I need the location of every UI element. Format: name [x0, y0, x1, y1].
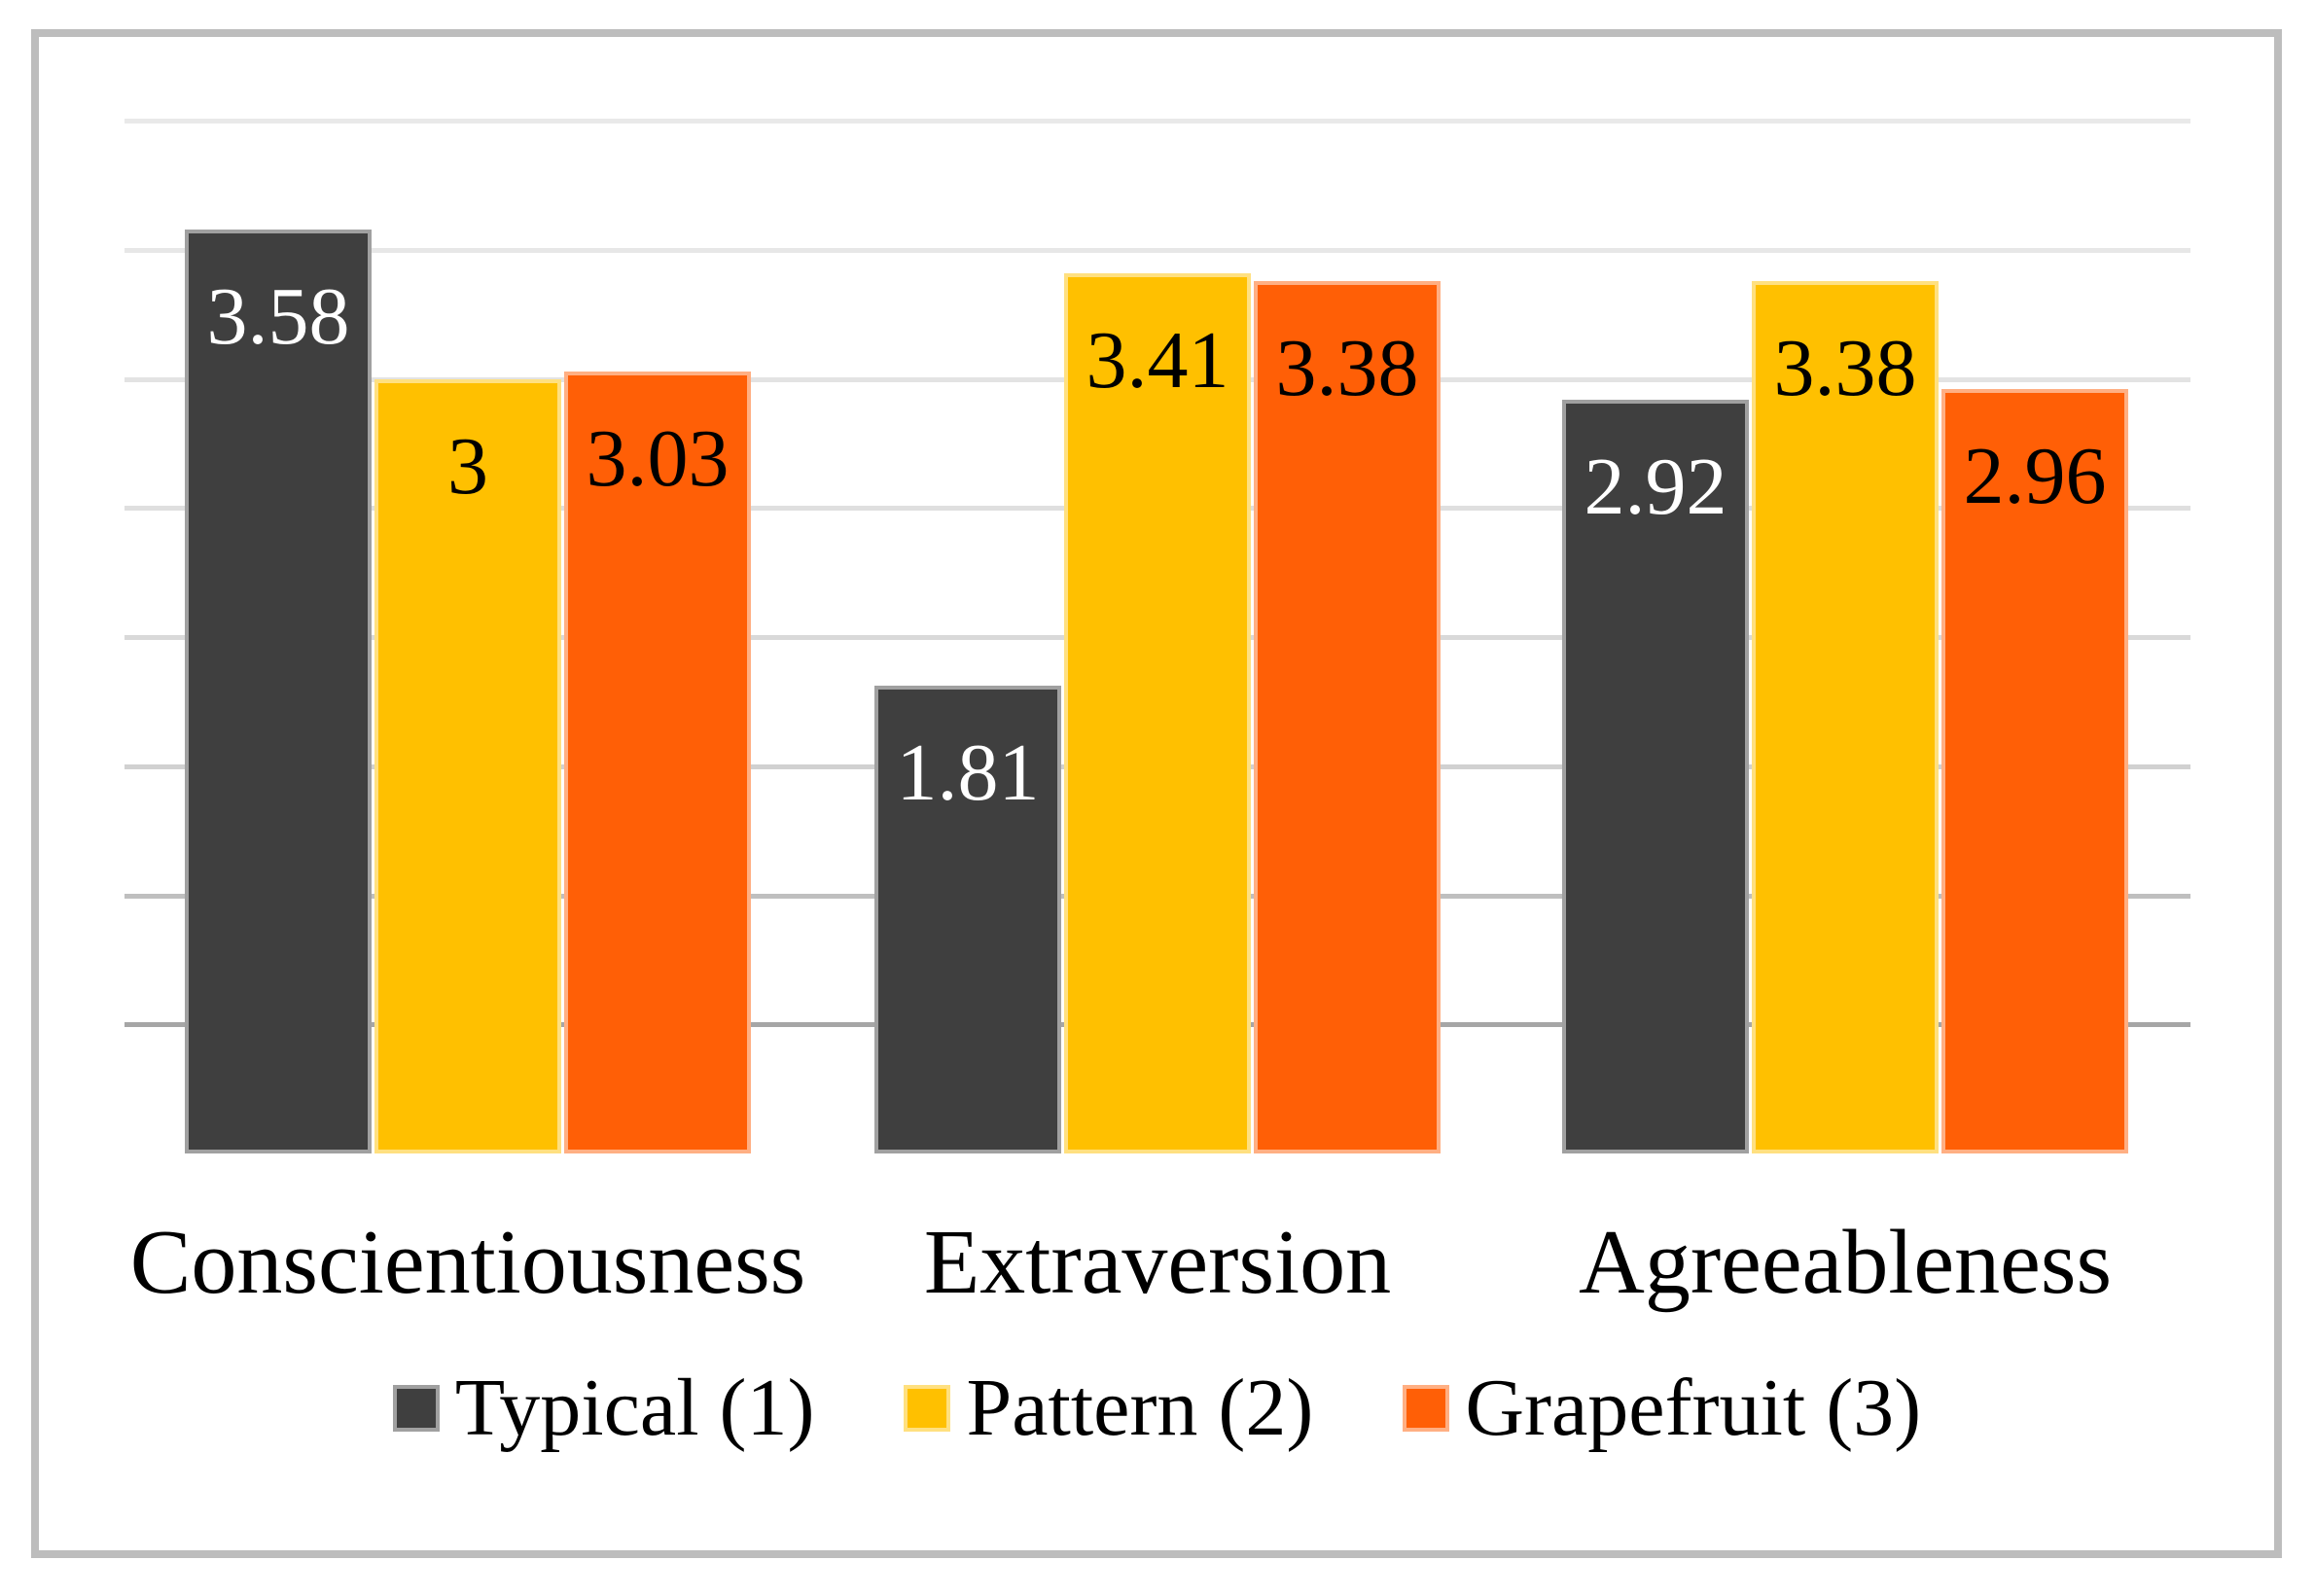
bar-value-label: 2.96 — [1963, 431, 2107, 522]
bar-value-label: 1.81 — [896, 727, 1040, 819]
legend-swatch-grapefruit — [1403, 1385, 1450, 1433]
category-label-conscientiousness: Conscientiousness — [129, 1212, 806, 1313]
category-label-extraversion: Extraversion — [923, 1212, 1392, 1313]
legend-label-grapefruit: Grapefruit (3) — [1465, 1363, 1922, 1453]
bar-series2-extraversion: 3.41 — [1064, 272, 1251, 1153]
bar-value-label: 3.58 — [206, 270, 350, 362]
legend-item-typical: Typical (1) — [392, 1363, 815, 1453]
bar-value-label: 3.38 — [1773, 322, 1917, 413]
gridline — [125, 247, 2190, 253]
legend-label-typical: Typical (1) — [454, 1363, 815, 1453]
bar-series1-agreeableness: 2.92 — [1562, 399, 1749, 1153]
bar-value-label: 2.92 — [1584, 441, 1727, 532]
bar-series2-conscientiousness: 3 — [374, 378, 561, 1153]
legend-label-pattern: Pattern (2) — [966, 1363, 1314, 1453]
gridline — [125, 119, 2190, 124]
legend-item-pattern: Pattern (2) — [904, 1363, 1314, 1453]
bar-value-label: 3.03 — [586, 412, 730, 504]
bar-series3-extraversion: 3.38 — [1254, 280, 1441, 1153]
bar-series1-extraversion: 1.81 — [874, 686, 1061, 1153]
legend-swatch-pattern — [904, 1385, 951, 1433]
bar-series2-agreeableness: 3.38 — [1752, 280, 1939, 1153]
bar-series3-conscientiousness: 3.03 — [564, 371, 751, 1153]
chart-legend: Typical (1) Pattern (2) Grapefruit (3) — [0, 1363, 2314, 1453]
bar-series3-agreeableness: 2.96 — [1941, 389, 2128, 1153]
category-label-agreeableness: Agreeableness — [1578, 1212, 2113, 1313]
legend-item-grapefruit: Grapefruit (3) — [1403, 1363, 1922, 1453]
bar-series1-conscientiousness: 3.58 — [185, 229, 372, 1153]
bar-value-label: 3.41 — [1086, 314, 1229, 406]
bar-value-label: 3 — [447, 420, 488, 512]
legend-swatch-typical — [392, 1385, 440, 1433]
bar-value-label: 3.38 — [1275, 322, 1419, 413]
